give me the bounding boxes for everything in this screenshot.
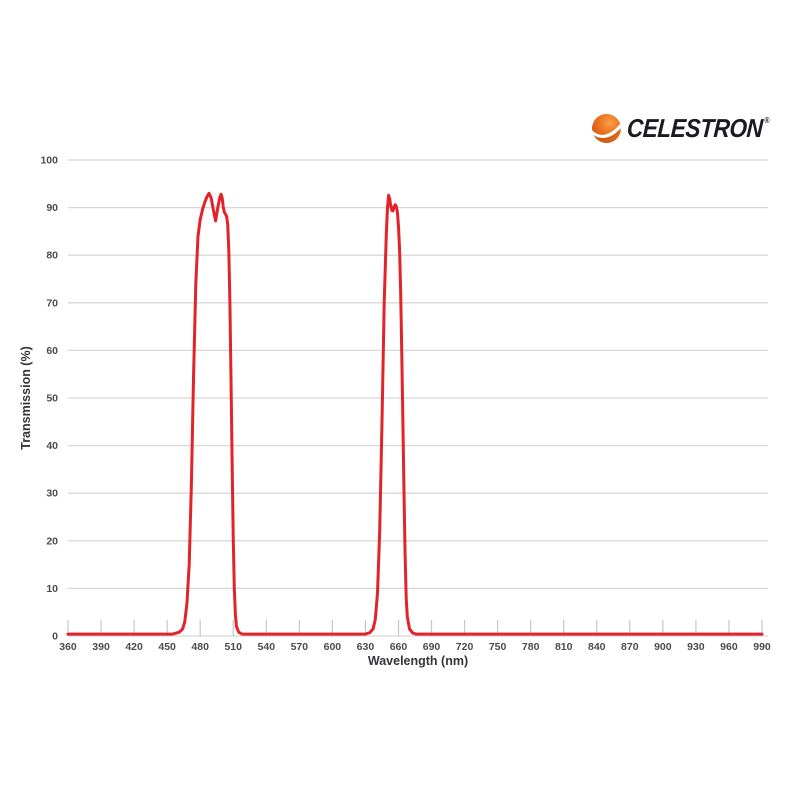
x-tick-label: 510	[224, 641, 242, 653]
x-tick-label: 570	[291, 641, 309, 653]
x-tick-label: 810	[555, 641, 573, 653]
x-tick-label: 660	[390, 641, 408, 653]
y-tick-label: 80	[46, 250, 58, 262]
x-tick-label: 450	[158, 641, 176, 653]
x-tick-label: 600	[324, 641, 342, 653]
x-tick-label: 630	[357, 641, 375, 653]
x-tick-label: 720	[456, 641, 474, 653]
x-tick-label: 690	[423, 641, 441, 653]
x-tick-label: 780	[522, 641, 540, 653]
x-tick-label: 540	[258, 641, 276, 653]
y-tick-label: 90	[46, 202, 58, 214]
celestron-wordmark: CELESTRON ®	[626, 113, 770, 143]
registered-trademark-symbol: ®	[764, 116, 770, 125]
transmission-curve	[66, 191, 764, 636]
x-tick-label: 480	[191, 641, 209, 653]
y-tick-label: 40	[46, 440, 58, 452]
y-tick-label: 50	[46, 393, 58, 405]
x-tick-label: 360	[59, 641, 77, 653]
y-tick-label: 20	[46, 535, 58, 547]
celestron-orb-icon	[592, 113, 621, 143]
y-axis-title: Transmission (%)	[19, 346, 33, 450]
x-tick-label: 870	[621, 641, 639, 653]
y-tick-label: 100	[40, 155, 58, 167]
x-tick-label: 930	[687, 641, 705, 653]
y-tick-label: 30	[46, 488, 58, 500]
x-tick-label: 990	[753, 641, 771, 653]
x-tick-label: 840	[588, 641, 606, 653]
x-tick-label: 390	[92, 641, 110, 653]
y-tick-label: 0	[52, 631, 58, 643]
x-tick-label: 960	[720, 641, 738, 653]
x-tick-label: 750	[489, 641, 507, 653]
y-tick-label: 60	[46, 345, 58, 357]
x-tick-label: 900	[654, 641, 672, 653]
y-tick-label: 70	[46, 297, 58, 309]
celestron-logo: CELESTRON ®	[592, 110, 790, 146]
x-tick-label: 420	[125, 641, 143, 653]
y-tick-label: 10	[46, 583, 58, 595]
x-axis-title: Wavelength (nm)	[368, 654, 468, 668]
